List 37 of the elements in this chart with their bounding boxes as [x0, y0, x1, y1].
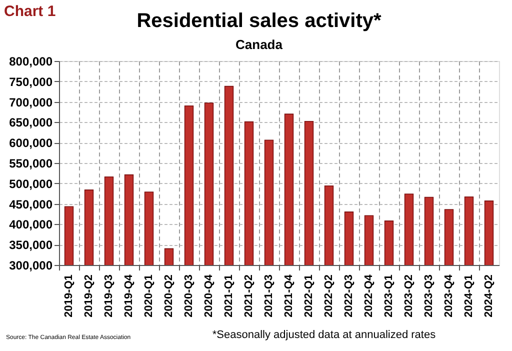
x-tick-label: 2022-Q3 — [343, 274, 355, 318]
x-tick-label: 2019-Q1 — [63, 274, 75, 318]
x-tick-label: 2021-Q4 — [283, 274, 295, 318]
y-tick-label: 400,000 — [9, 218, 53, 232]
y-tick-label: 600,000 — [9, 136, 53, 150]
x-tick-label: 2023-Q3 — [423, 274, 435, 318]
x-tick-label: 2021-Q3 — [263, 274, 275, 318]
caption: Chart 1 — [4, 3, 56, 20]
x-tick-label: 2024-Q2 — [483, 274, 495, 318]
x-tick-label: 2022-Q2 — [323, 274, 335, 318]
x-tick-label: 2019-Q2 — [83, 274, 95, 318]
x-tick-label: 2020-Q3 — [183, 274, 195, 318]
y-tick-label: 650,000 — [9, 116, 53, 130]
x-tick-label: 2023-Q1 — [383, 274, 395, 318]
x-tick-label: 2024-Q1 — [463, 274, 475, 318]
x-tick-label: 2020-Q1 — [143, 274, 155, 318]
y-tick-label: 300,000 — [9, 258, 53, 272]
x-tick-label: 2023-Q4 — [443, 274, 455, 318]
y-tick-label: 750,000 — [9, 74, 53, 89]
x-tick-label: 2019-Q3 — [103, 274, 115, 318]
y-tick-label: 550,000 — [9, 156, 53, 170]
x-tick-label: 2021-Q1 — [223, 274, 235, 318]
y-tick-label: 700,000 — [9, 95, 53, 110]
chart-subtitle: Canada — [236, 37, 284, 52]
y-tick-label: 450,000 — [9, 197, 53, 212]
x-tick-label: 2019-Q4 — [123, 274, 135, 318]
x-tick-label: 2020-Q2 — [163, 274, 175, 318]
x-tick-label: 2022-Q4 — [363, 274, 375, 318]
text: *Seasonally adjusted data at annualized rates — [212, 329, 436, 341]
x-tick-label: 2023-Q2 — [403, 274, 415, 318]
y-tick-label: 800,000 — [9, 54, 53, 68]
x-tick-label: 2020-Q4 — [203, 274, 215, 318]
y-tick-label: 350,000 — [9, 238, 53, 252]
x-tick-label: 2022-Q1 — [303, 274, 315, 318]
x-tick-label: 2021-Q2 — [243, 274, 255, 318]
chart-title: Residential sales activity* — [136, 10, 382, 32]
y-tick-label: 500,000 — [9, 176, 53, 191]
